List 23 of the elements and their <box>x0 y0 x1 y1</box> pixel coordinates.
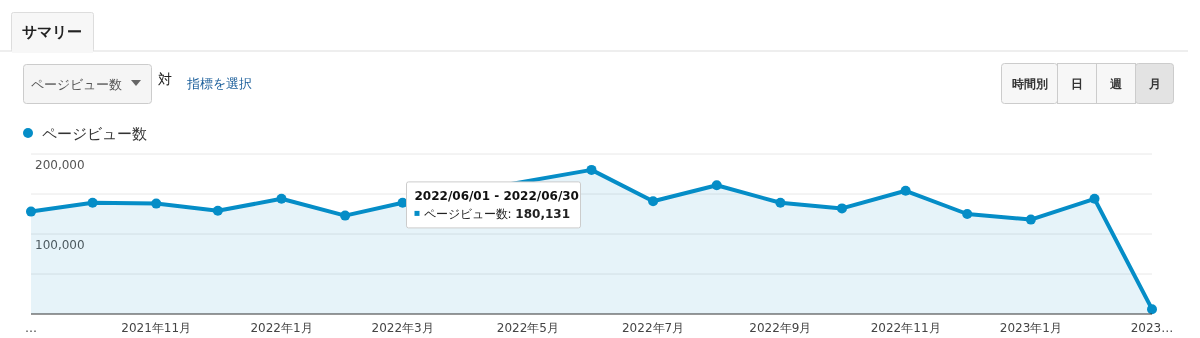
tooltip: 2022/06/01 - 2022/06/30 ページビュー数: 180,131 <box>406 181 581 229</box>
y-tick-label: 100,000 <box>35 238 85 252</box>
text: 日 <box>1071 77 1083 91</box>
y-tick-label: 200,000 <box>35 158 85 172</box>
text: 月 <box>1147 77 1161 91</box>
x-tick-label: … <box>25 321 37 335</box>
text: 週 <box>1109 77 1123 91</box>
text: ページビュー数 <box>31 77 122 92</box>
x-tick-label: 2022年11月 <box>870 321 941 335</box>
text: 時間別 <box>1011 77 1048 91</box>
x-tick-label: 2022年9月 <box>749 321 812 335</box>
legend-label: ページビュー数 <box>42 125 147 143</box>
x-tick-label: 2022年1月 <box>250 321 313 335</box>
x-tick-label: 2023… <box>1130 321 1174 335</box>
text: 対 <box>158 71 172 87</box>
x-tick-label: 2023年1月 <box>999 321 1062 335</box>
x-tick-label: 2021年11月 <box>121 321 192 335</box>
x-tick-label: 2022年5月 <box>496 321 559 335</box>
annotation: 2022/06/01 - 2022/06/30 ページビュー数: 180,131 <box>414 188 579 221</box>
text: 指標を選択 <box>186 76 252 91</box>
chart-title: サマリー <box>22 23 82 41</box>
x-tick-label: 2022年7月 <box>622 321 685 335</box>
x-tick-label: 2022年3月 <box>371 321 434 335</box>
